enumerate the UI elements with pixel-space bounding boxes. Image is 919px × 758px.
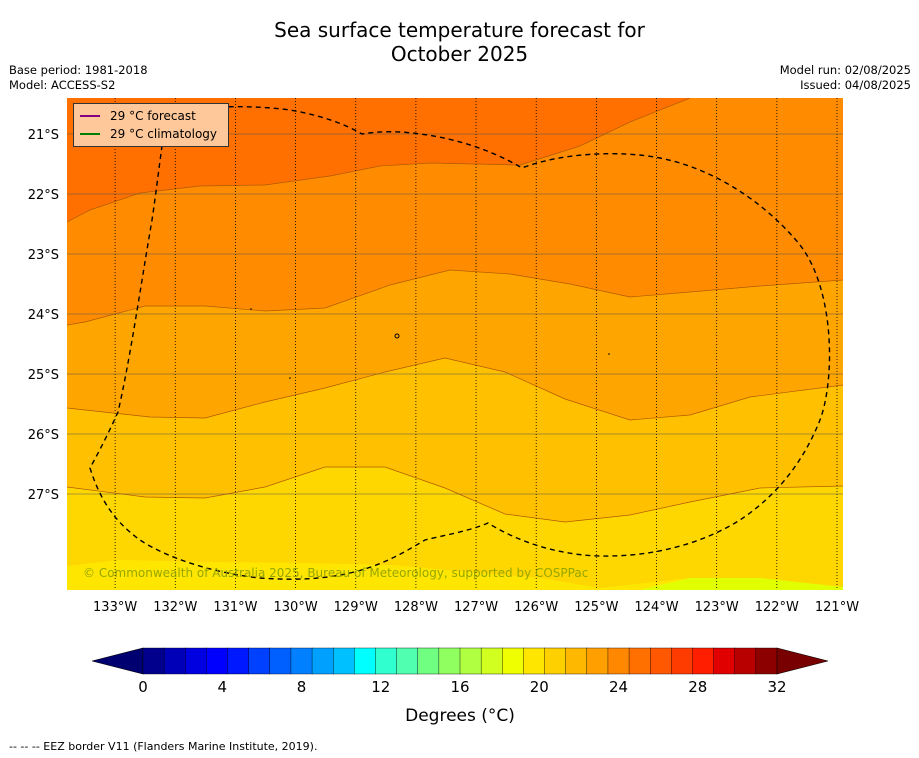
colorbar-ticks: 0 4 8 12 16 20 24 28 32 bbox=[138, 678, 786, 696]
sst-field bbox=[67, 98, 843, 590]
x-tick-label: 121°W bbox=[815, 600, 859, 615]
colorbar-segment bbox=[650, 647, 672, 675]
model-name: Model: ACCESS-S2 bbox=[9, 78, 116, 92]
colorbar-segment bbox=[375, 647, 398, 675]
chart-title: Sea surface temperature forecast for Oct… bbox=[0, 18, 919, 66]
colorbar-segment bbox=[713, 647, 736, 675]
y-tick-labels: 21°S 22°S 23°S 24°S 25°S 26°S 27°S bbox=[28, 128, 59, 503]
colorbar-tick-label: 0 bbox=[138, 678, 148, 696]
band-22-23 bbox=[67, 560, 843, 590]
colorbar-segment bbox=[354, 647, 376, 675]
colorbar-segment bbox=[269, 647, 292, 675]
colorbar-segment bbox=[671, 647, 693, 675]
base-period: Base period: 1981-2018 bbox=[9, 63, 148, 77]
colorbar-segment bbox=[163, 647, 186, 675]
title-line-1: Sea surface temperature forecast for bbox=[274, 18, 645, 42]
colorbar-segment bbox=[628, 647, 651, 675]
x-tick-label: 131°W bbox=[213, 600, 257, 615]
meta-left: Base period: 1981-2018 Model: ACCESS-S2 bbox=[9, 63, 148, 93]
x-tick-label: 122°W bbox=[755, 600, 799, 615]
colorbar-segment bbox=[290, 647, 313, 675]
colorbar-segment bbox=[480, 647, 503, 675]
legend: 29 °C forecast 29 °C climatology bbox=[73, 103, 229, 147]
colorbar-tick-label: 4 bbox=[217, 678, 227, 696]
colorbar-segment bbox=[523, 647, 546, 675]
colorbar-segment bbox=[586, 647, 609, 675]
colorbar-segment bbox=[311, 647, 334, 675]
x-tick-label: 128°W bbox=[394, 600, 438, 615]
colorbar-segment bbox=[734, 647, 757, 675]
colorbar-label: Degrees (°C) bbox=[405, 706, 515, 726]
colorbar-tick-label: 12 bbox=[371, 678, 390, 696]
title-line-2: October 2025 bbox=[390, 42, 529, 66]
band-21-22-corner bbox=[640, 578, 843, 590]
colorbar-min-extend bbox=[91, 647, 144, 675]
x-tick-label: 133°W bbox=[93, 600, 137, 615]
colorbar-segment bbox=[333, 647, 355, 675]
y-tick-label: 24°S bbox=[28, 308, 59, 323]
colorbar-segment bbox=[692, 647, 715, 675]
copyright-text: © Commonwealth of Australia 2025, Bureau… bbox=[83, 566, 588, 580]
x-tick-label: 129°W bbox=[334, 600, 378, 615]
colorbar-segment bbox=[206, 647, 229, 675]
islands bbox=[250, 308, 610, 379]
colorbar-segment bbox=[227, 647, 250, 675]
forecast-label: 29 °C forecast bbox=[110, 109, 196, 123]
y-tick-label: 25°S bbox=[28, 368, 59, 383]
footnote: -- -- -- EEZ border V11 (Flanders Marine… bbox=[9, 740, 318, 753]
colorbar-segment bbox=[755, 647, 778, 675]
colorbar-segment bbox=[438, 647, 461, 675]
y-tick-label: 27°S bbox=[28, 488, 59, 503]
colorbar bbox=[91, 647, 829, 675]
model-run: Model run: 02/08/2025 bbox=[779, 63, 911, 77]
x-tick-labels: 133°W 132°W 131°W 130°W 129°W 128°W 127°W 126°W… bbox=[93, 600, 859, 615]
colorbar-segment bbox=[607, 647, 630, 675]
colorbar-tick-label: 28 bbox=[688, 678, 707, 696]
x-tick-label: 132°W bbox=[153, 600, 197, 615]
forecast-line-swatch bbox=[80, 115, 100, 117]
y-tick-label: 21°S bbox=[28, 128, 59, 143]
colorbar-max-extend bbox=[776, 647, 829, 675]
colorbar-segment bbox=[459, 647, 482, 675]
y-tick-label: 22°S bbox=[28, 188, 59, 203]
colorbar-segment bbox=[502, 647, 524, 675]
legend-forecast: 29 °C forecast bbox=[80, 108, 196, 124]
colorbar-tick-label: 8 bbox=[297, 678, 307, 696]
colorbar-segment bbox=[544, 647, 567, 675]
gridlines bbox=[67, 98, 843, 590]
x-tick-label: 127°W bbox=[454, 600, 498, 615]
colorbar-segment bbox=[185, 647, 207, 675]
colorbar-segment bbox=[248, 647, 271, 675]
x-tick-label: 123°W bbox=[695, 600, 739, 615]
x-tick-label: 130°W bbox=[274, 600, 318, 615]
colorbar-tick-label: 32 bbox=[767, 678, 786, 696]
issued-date: Issued: 04/08/2025 bbox=[800, 78, 911, 92]
colorbar-tick-label: 20 bbox=[530, 678, 549, 696]
climatology-label: 29 °C climatology bbox=[110, 127, 218, 141]
x-tick-label: 125°W bbox=[574, 600, 618, 615]
colorbar-segment bbox=[417, 647, 440, 675]
x-tick-label: 124°W bbox=[634, 600, 678, 615]
x-tick-label: 126°W bbox=[514, 600, 558, 615]
colorbar-segment bbox=[396, 647, 419, 675]
colorbar-segment bbox=[565, 647, 588, 675]
band-23-24 bbox=[67, 467, 843, 590]
climatology-line-swatch bbox=[80, 133, 100, 135]
colorbar-segment bbox=[142, 647, 165, 675]
colorbar-tick-label: 16 bbox=[450, 678, 469, 696]
contour-lines bbox=[67, 98, 843, 523]
y-tick-label: 26°S bbox=[28, 428, 59, 443]
colorbar-tick-label: 24 bbox=[609, 678, 628, 696]
y-tick-label: 23°S bbox=[28, 248, 59, 263]
legend-climatology: 29 °C climatology bbox=[80, 126, 217, 142]
meta-right: Model run: 02/08/2025 Issued: 04/08/2025 bbox=[780, 63, 911, 93]
